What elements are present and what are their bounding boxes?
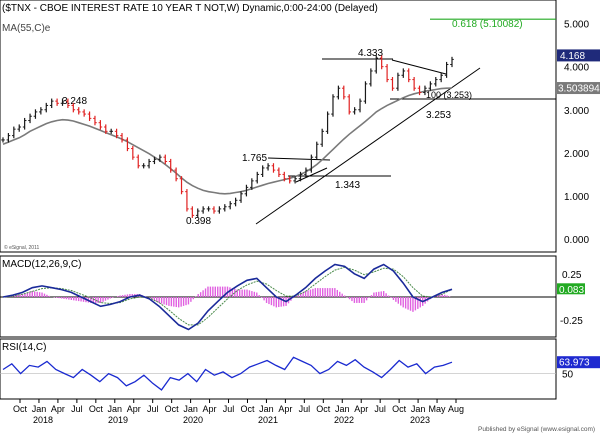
signal-line bbox=[2, 266, 453, 326]
price-tick: 1.000 bbox=[564, 192, 589, 203]
rsi-label: RSI(14,C) bbox=[2, 342, 46, 353]
watermark: © eSignal, 2011 bbox=[4, 244, 40, 251]
x-tick-label: Jul bbox=[71, 404, 83, 414]
x-year-label: 2020 bbox=[183, 415, 203, 425]
rsi-value: 63.973 bbox=[559, 358, 590, 369]
x-tick-label: Apr bbox=[51, 404, 65, 414]
x-tick-label: Jan bbox=[108, 404, 123, 414]
rsi-tick: 50 bbox=[562, 370, 574, 381]
macd-tick: -0.25 bbox=[560, 316, 583, 327]
rsi-series bbox=[2, 356, 453, 391]
macd-label: MACD(12,26,9,C) bbox=[2, 259, 81, 270]
price-tick: 5.000 bbox=[564, 20, 589, 31]
low-2020-label: 0.398 bbox=[186, 216, 211, 227]
x-year-label: 2022 bbox=[334, 415, 354, 425]
high-2021-line bbox=[267, 157, 331, 161]
last-price-value: 4.168 bbox=[560, 51, 585, 62]
low-2021-label: 1.343 bbox=[335, 180, 360, 191]
x-axis: Oct Jan Apr Jul Oct Jan Apr Jul Oct Jan Apr Jul Oct J… bbox=[13, 399, 464, 425]
price-tick: 3.000 bbox=[564, 106, 589, 117]
x-tick-label: Apr bbox=[203, 404, 217, 414]
rsi-line bbox=[2, 356, 453, 391]
price-tick: 2.000 bbox=[564, 149, 589, 160]
chart-title: ($TNX - CBOE INTEREST RATE 10 YEAR T NOT… bbox=[2, 3, 378, 14]
x-tick-label: Aug bbox=[448, 404, 464, 414]
price-panel-frame bbox=[0, 0, 557, 253]
x-tick-label: Apr bbox=[354, 404, 368, 414]
box-label: 100 (3.253) bbox=[426, 90, 472, 100]
x-tick-label: Jul bbox=[299, 404, 311, 414]
x-tick-label: Apr bbox=[127, 404, 141, 414]
x-year-label: 2018 bbox=[33, 415, 53, 425]
trendline bbox=[255, 67, 481, 225]
x-tick-label: Jan bbox=[411, 404, 426, 414]
price-tick: 0.000 bbox=[564, 235, 589, 246]
x-year-label: 2019 bbox=[108, 415, 128, 425]
x-tick-label: Oct bbox=[13, 404, 28, 414]
x-tick-label: Oct bbox=[316, 404, 331, 414]
x-tick-label: Jan bbox=[32, 404, 47, 414]
x-year-label: 2021 bbox=[258, 415, 278, 425]
macd-histogram bbox=[4, 286, 451, 312]
macd-tick: 0.25 bbox=[562, 270, 582, 281]
ma-value-tag bbox=[557, 82, 600, 95]
rsi-panel-frame bbox=[0, 338, 557, 400]
x-tick-label: Jul bbox=[147, 404, 159, 414]
x-tick-label: Jan bbox=[183, 404, 198, 414]
footer-credit: Published by eSignal (www.esignal.com) bbox=[478, 426, 595, 433]
x-tick-label: Apr bbox=[278, 404, 292, 414]
x-tick-label: May bbox=[429, 404, 447, 414]
x-tick-label: Oct bbox=[240, 404, 255, 414]
macd-axis: 0.25 -0.25 bbox=[560, 270, 583, 327]
x-tick-label: Jul bbox=[223, 404, 235, 414]
x-tick-label: Jan bbox=[335, 404, 350, 414]
macd-value: 0.083 bbox=[559, 285, 584, 296]
macd-value-tag bbox=[557, 283, 585, 295]
price-series bbox=[1, 55, 454, 218]
x-tick-label: Jul bbox=[374, 404, 386, 414]
ma-line bbox=[2, 87, 453, 195]
macd-series bbox=[2, 263, 453, 331]
x-tick-label: Oct bbox=[89, 404, 104, 414]
x-tick-label: Oct bbox=[392, 404, 407, 414]
peak-2018-label: 3.248 bbox=[62, 96, 87, 107]
rsi-value-tag bbox=[557, 356, 600, 369]
price-axis: 0.000 1.000 2.000 3.000 4.000 5.000 bbox=[564, 20, 589, 247]
fib-618-label: 0.618 (5.10082) bbox=[452, 19, 523, 30]
ma-value: 3.503894 bbox=[558, 84, 600, 95]
ma-series bbox=[2, 87, 453, 195]
last-price-tag bbox=[557, 49, 600, 62]
price-tick: 4.000 bbox=[564, 63, 589, 74]
macd-line bbox=[2, 263, 453, 331]
ma-label: MA(55,C)e bbox=[2, 23, 51, 34]
flag-lower-line bbox=[295, 167, 328, 183]
high-2022-label: 4.333 bbox=[358, 48, 383, 59]
x-year-label: 2023 bbox=[410, 415, 430, 425]
low-2023-label: 3.253 bbox=[426, 110, 451, 121]
x-tick-label: Jan bbox=[259, 404, 274, 414]
x-tick-label: Oct bbox=[165, 404, 180, 414]
high-2021-label: 1.765 bbox=[242, 153, 267, 164]
triangle-upper-line bbox=[391, 59, 447, 75]
